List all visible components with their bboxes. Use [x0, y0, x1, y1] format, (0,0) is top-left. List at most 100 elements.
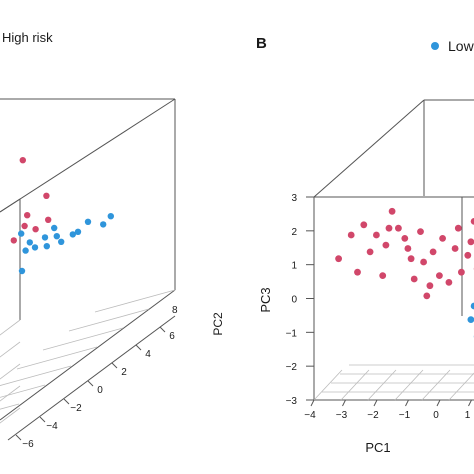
- left-floor-gridline: [68, 308, 150, 332]
- right-pc3-tick-label: −1: [286, 328, 298, 339]
- point-low-risk: [31, 244, 39, 251]
- point-high-risk: [385, 224, 393, 232]
- point-high-risk: [19, 157, 26, 164]
- right-pc1-label: PC1: [365, 440, 390, 455]
- point-low-risk: [84, 218, 92, 225]
- point-high-risk: [426, 282, 434, 290]
- left-points: [10, 157, 115, 275]
- right-box: [313, 99, 474, 401]
- point-high-risk: [395, 224, 402, 232]
- left-pc2-tick-mark: [63, 398, 70, 405]
- left-floor-gridline: [16, 346, 98, 370]
- point-high-risk: [388, 207, 396, 215]
- left-floor-gridline: [0, 385, 21, 402]
- point-low-risk: [100, 221, 107, 228]
- left-floor-gridline: [0, 341, 21, 358]
- point-high-risk: [454, 224, 462, 232]
- right-pc1-tick-label: 1: [465, 410, 471, 421]
- left-pc2-tick-label: 2: [121, 367, 127, 378]
- right-pc3-tick-label: 2: [291, 227, 297, 238]
- point-high-risk: [21, 222, 28, 230]
- point-low-risk: [22, 247, 29, 254]
- right-pc1-tick-label: −1: [399, 410, 411, 421]
- left-pc2-axis-line: [7, 315, 176, 441]
- left-floor-gridline: [0, 319, 21, 336]
- right-pc1-tick-label: −3: [336, 410, 348, 421]
- point-low-risk: [18, 267, 26, 275]
- point-high-risk: [379, 272, 387, 279]
- right-floor-gridline: [421, 369, 451, 401]
- point-high-risk: [470, 218, 474, 225]
- point-high-risk: [354, 268, 361, 276]
- point-high-risk: [429, 248, 437, 256]
- left-pc2-ticks: 6 4 2 0 −2 −4 −6: [15, 326, 175, 450]
- point-high-risk: [464, 251, 472, 259]
- left-floor-gridline: [0, 403, 20, 410]
- left-box-edge-back-top: [0, 198, 21, 213]
- right-floor-gridline: [340, 369, 370, 401]
- point-high-risk: [360, 221, 368, 229]
- legend-marker-low: [431, 42, 439, 50]
- point-high-risk: [10, 237, 17, 244]
- point-high-risk: [423, 292, 431, 300]
- panel-label-b: B: [256, 35, 267, 52]
- right-pc3-label: PC3: [258, 287, 273, 312]
- point-high-risk: [417, 228, 424, 236]
- left-floor-gridline: [0, 363, 21, 380]
- point-low-risk: [107, 213, 115, 220]
- point-high-risk: [366, 248, 374, 256]
- point-high-risk: [467, 238, 474, 246]
- panel-right: B Low 3 2 1 0 −1 −2 −3 PC3 −4 −3 −2 −1 0 1 PC1: [256, 35, 474, 455]
- legend-label-low: Low: [448, 38, 474, 54]
- point-high-risk: [451, 245, 459, 252]
- right-pc3-tick-label: 0: [291, 295, 297, 306]
- point-low-risk: [18, 230, 25, 237]
- right-pc1-tick-mark: [436, 399, 441, 407]
- left-pc2-tick-mark: [15, 434, 22, 441]
- point-high-risk: [43, 192, 50, 199]
- point-high-risk: [347, 231, 355, 239]
- left-pc2-tick-mark: [39, 416, 46, 423]
- point-high-risk: [335, 255, 342, 263]
- right-floor-gridline: [367, 369, 397, 401]
- left-floor-gridline: [0, 384, 46, 398]
- right-pc1-tick-mark: [405, 399, 409, 407]
- left-floor-gridline: [42, 327, 124, 351]
- right-floor-gridline: [313, 369, 343, 401]
- left-floor-gridline: [0, 407, 21, 424]
- point-low-risk: [41, 234, 49, 241]
- right-pc1-tick-mark: [310, 399, 315, 407]
- left-pc2-tick-mark: [159, 326, 166, 333]
- right-pc3-ticks: 3 2 1 0 −1 −2 −3: [286, 193, 314, 407]
- left-pc2-tick-label: 6: [169, 331, 175, 342]
- left-floor-gridline: [94, 289, 176, 313]
- point-low-risk: [69, 231, 77, 238]
- right-floor-gridline: [394, 369, 424, 401]
- point-high-risk: [24, 212, 31, 219]
- right-points: [335, 207, 474, 338]
- left-box: [0, 98, 176, 421]
- point-high-risk: [32, 226, 39, 233]
- point-high-risk: [401, 235, 409, 242]
- point-high-risk: [439, 235, 446, 242]
- right-pc1-tick-label: 0: [433, 410, 439, 421]
- point-low-risk: [26, 239, 33, 246]
- left-pc2-tick-mark: [135, 344, 142, 351]
- point-high-risk: [373, 231, 380, 239]
- left-floor-grid: [0, 289, 176, 424]
- right-pc3-tick-label: 3: [291, 193, 297, 204]
- left-pc2-axis: 6 4 2 0 −2 −4 −6 8 PC2: [7, 305, 225, 450]
- point-high-risk: [45, 216, 52, 223]
- point-high-risk: [410, 275, 418, 283]
- left-box-edge-floor-diag: [0, 289, 176, 421]
- point-high-risk: [436, 272, 443, 279]
- legend-label-high-risk: High risk: [2, 30, 53, 45]
- right-pc1-tick-label: −4: [304, 410, 316, 421]
- left-pc2-tick-label: −2: [70, 403, 82, 414]
- right-pc3-tick-label: −2: [286, 362, 298, 373]
- point-low-risk: [74, 228, 82, 235]
- right-pc1-tick-mark: [373, 399, 378, 407]
- point-low: [467, 316, 474, 323]
- left-pc2-tick-label: 0: [97, 385, 103, 396]
